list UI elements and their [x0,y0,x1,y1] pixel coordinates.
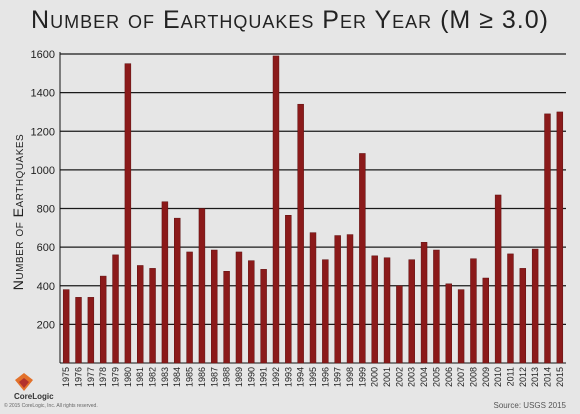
bar-1981 [137,265,144,364]
x-tick-label: 1980 [123,367,133,387]
x-tick-label: 1981 [135,367,145,387]
bar-2000 [371,255,378,364]
bar-2001 [383,257,391,364]
bar-1986 [198,208,206,364]
x-tick-label: 2007 [456,367,466,387]
x-tick-label: 1986 [197,367,207,387]
x-tick-label: 2006 [444,367,454,387]
x-tick-label: 1982 [148,367,158,387]
bar-1988 [223,271,230,364]
bar-1977 [87,297,95,364]
x-tick-label: 1996 [320,367,330,387]
bar-2003 [408,259,415,364]
y-tick-label: 600 [37,242,55,254]
y-tick-label: 1000 [31,165,55,177]
source-text: Source: USGS 2015 [493,401,566,410]
bar-1998 [346,234,354,364]
bar-1982 [149,268,156,364]
bar-2011 [507,253,514,364]
bar-2014 [544,113,551,364]
y-tick-label: 1400 [31,88,55,100]
x-tick-label: 1978 [98,367,108,387]
bar-2006 [445,283,452,364]
x-tick-label: 1992 [271,367,281,387]
copyright-text: © 2015 CoreLogic, Inc. All rights reserv… [4,403,98,409]
bar-1978 [99,275,107,364]
x-tick-label: 1999 [357,367,367,387]
x-tick-label: 1977 [86,367,96,387]
bar-2013 [531,248,539,364]
x-tick-label: 1990 [246,367,256,387]
x-tick-label: 2003 [407,367,417,387]
x-tick-label: 1998 [345,367,355,387]
x-tick-label: 2002 [394,367,404,387]
bar-1995 [309,232,317,364]
bar-1993 [285,215,292,364]
bar-1992 [272,55,280,364]
bar-2002 [396,285,403,364]
x-tick-label: 1995 [308,367,318,387]
x-tick-label: 1983 [160,367,170,387]
bar-2009 [482,277,489,364]
x-tick-label: 1991 [259,367,269,387]
bar-1975 [62,289,70,364]
bar-1989 [235,251,243,364]
x-tick-label: 1985 [185,367,195,387]
x-tick-label: 1987 [209,367,219,387]
bar-2010 [494,194,502,364]
y-tick-label: 1200 [31,126,55,138]
bar-2008 [470,258,477,364]
bar-2007 [457,289,465,364]
bar-1996 [322,259,329,364]
bar-1976 [75,297,82,364]
bar-1994 [297,103,304,364]
bar-2012 [519,268,527,364]
corelogic-logo: CoreLogic [14,372,134,402]
x-tick-label: 2004 [419,367,429,387]
x-tick-label: 2014 [542,367,552,387]
logo-text: CoreLogic [14,392,54,401]
x-tick-label: 1989 [234,367,244,387]
x-tick-label: 2000 [370,367,380,387]
x-tick-label: 2005 [431,367,441,387]
bar-1980 [124,63,132,364]
y-tick-label: 800 [37,204,55,216]
bar-1991 [260,269,267,364]
bar-1979 [112,254,119,364]
x-tick-label: 2012 [518,367,528,387]
x-tick-label: 1979 [111,367,121,387]
y-tick-label: 1600 [31,49,55,61]
x-tick-label: 2010 [493,367,503,387]
bar-2004 [420,242,428,364]
x-tick-label: 1988 [222,367,232,387]
bar-1997 [334,235,341,364]
bar-1999 [359,153,366,364]
x-tick-label: 1976 [74,367,84,387]
bar-1983 [161,201,169,364]
x-tick-label: 2008 [468,367,478,387]
x-tick-label: 1975 [61,367,71,387]
x-tick-label: 1997 [333,367,343,387]
bar-1984 [174,217,181,364]
y-tick-label: 200 [37,319,55,331]
chart-title: Number of Earthquakes Per Year (M ≥ 3.0) [31,6,549,34]
bar-1985 [186,251,193,364]
x-tick-label: 1984 [172,367,182,387]
x-tick-label: 1994 [296,367,306,387]
x-tick-label: 1993 [283,367,293,387]
y-tick-label: 400 [37,281,55,293]
corelogic-logo-icon [15,373,33,391]
x-tick-label: 2009 [481,367,491,387]
bar-1990 [248,260,255,364]
x-tick-label: 2013 [530,367,540,387]
bar-2005 [433,249,440,364]
x-tick-label: 2015 [555,367,565,387]
bar-1987 [211,249,218,364]
bar-2015 [556,111,564,364]
x-tick-label: 2011 [505,367,515,386]
x-tick-label: 2001 [382,367,392,387]
